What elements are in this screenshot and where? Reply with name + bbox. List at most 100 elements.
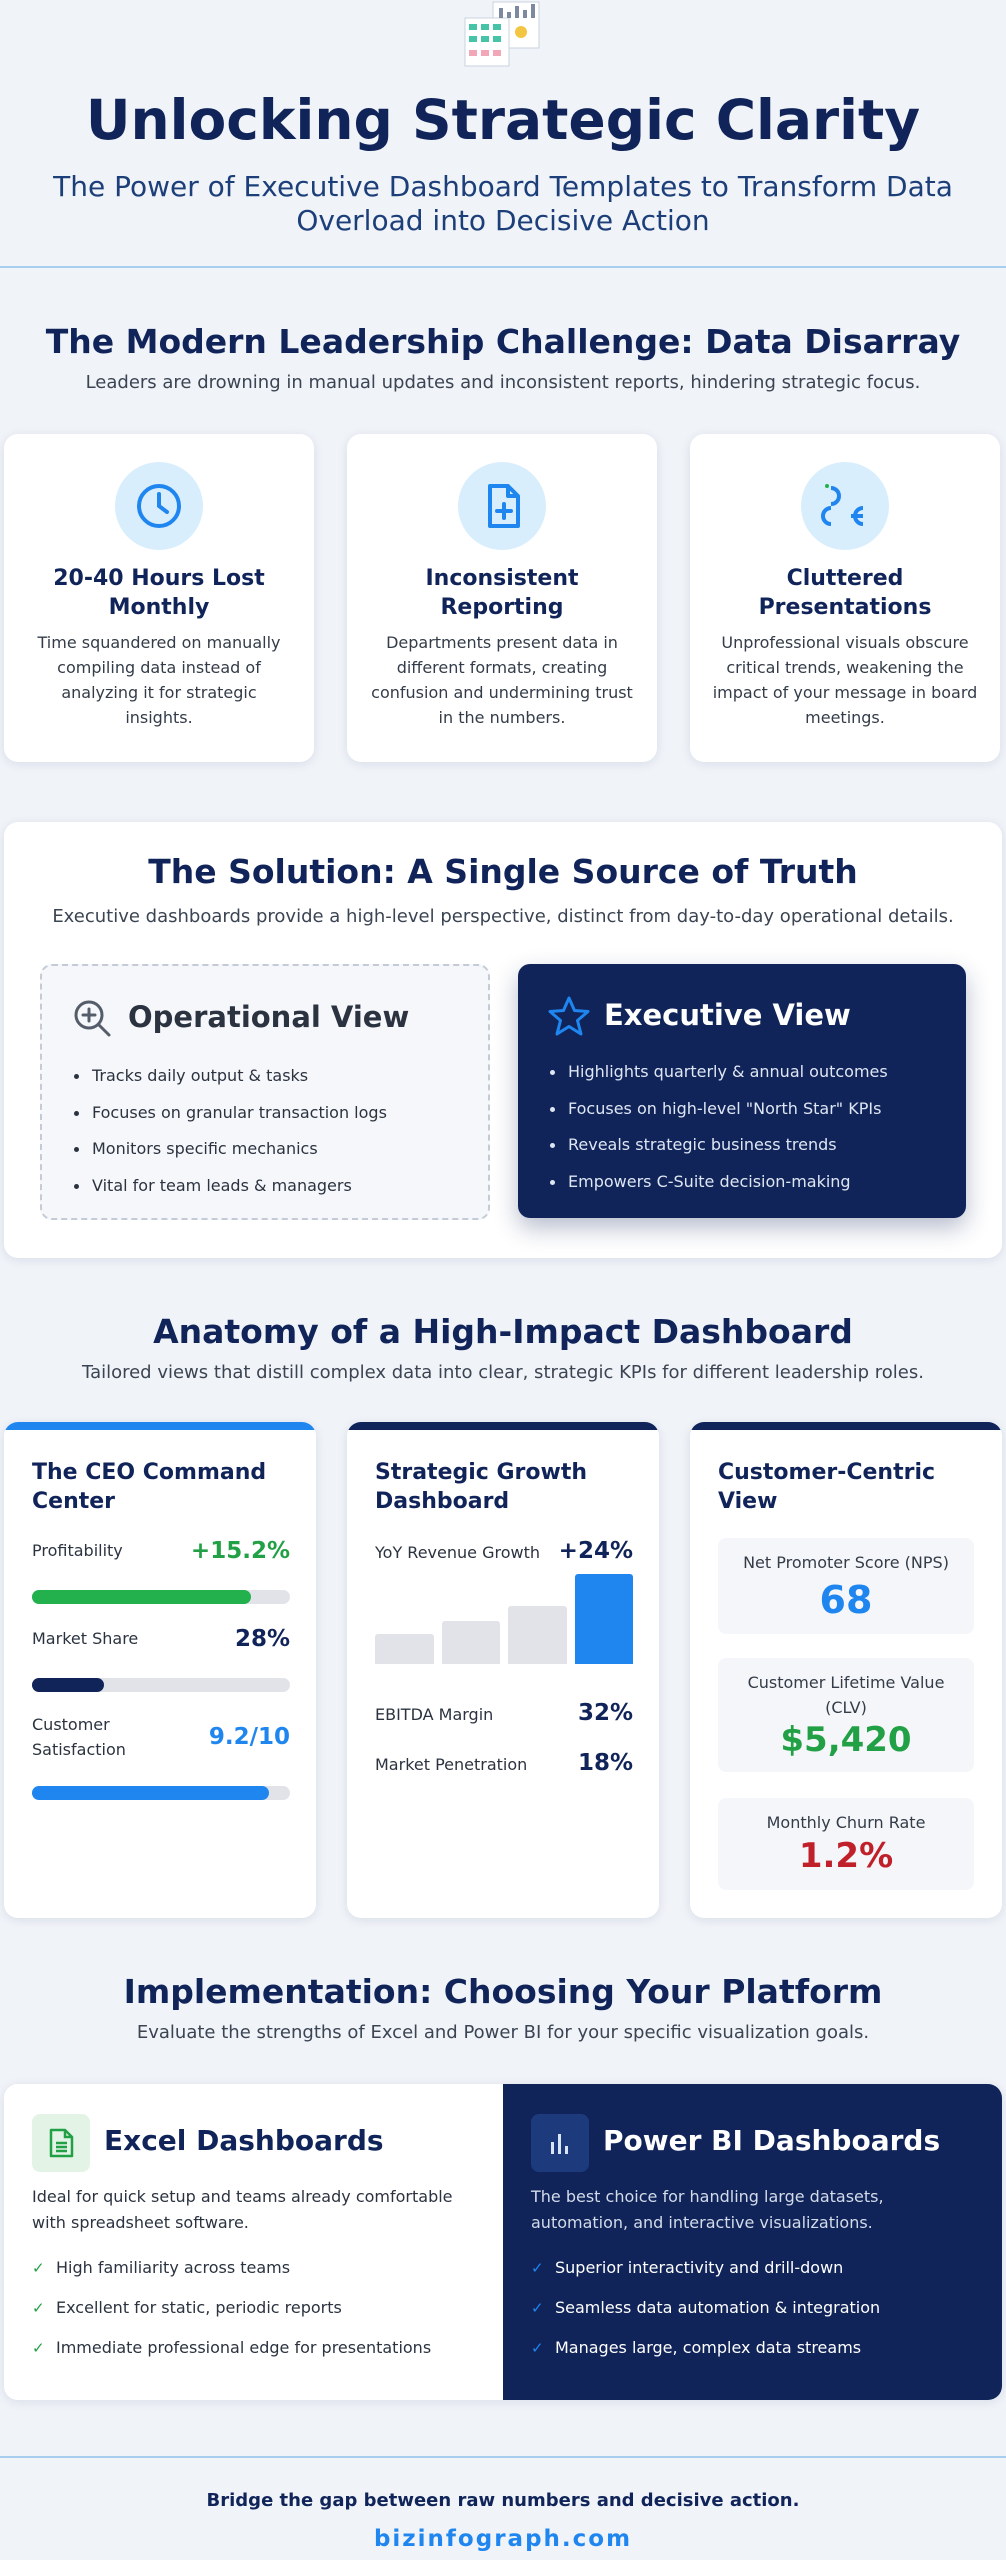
check-icon: ✓ (32, 2299, 45, 2317)
clock-icon (115, 462, 203, 550)
progress-fill (32, 1786, 270, 1800)
executive-list: Highlights quarterly & annual outcomes F… (550, 1062, 958, 1209)
operational-view-title: Operational View (128, 1000, 410, 1034)
kpi-value: $5,420 (780, 1720, 912, 1760)
metric-label: Profitability (32, 1541, 123, 1560)
progress-fill (32, 1678, 105, 1692)
card-accent-bar (347, 1422, 659, 1430)
star-icon (548, 996, 590, 1036)
progress-bar (32, 1590, 290, 1604)
footer-tagline: Bridge the gap between raw numbers and d… (206, 2490, 800, 2511)
platform-title: Implementation: Choosing Your Platform (123, 1972, 883, 2011)
metric-row: EBITDA Margin 32% (375, 1700, 633, 1740)
problem-card-hours-lost: 20-40 Hours Lost Monthly Time squandered… (4, 434, 314, 762)
solution-section: The Solution: A Single Source of Truth E… (4, 822, 1002, 1258)
problem-card-title: Inconsistent Reporting (425, 566, 579, 620)
kpi-label: Customer Lifetime Value (CLV) (747, 1673, 945, 1717)
metric-row: Market Share 28% (32, 1626, 290, 1666)
powerbi-panel: Power BI Dashboards The best choice for … (503, 2084, 1002, 2400)
metric-value: 18% (577, 1750, 633, 1776)
revenue-bar (574, 1574, 633, 1664)
revenue-bar (441, 1620, 500, 1664)
magnify-plus-icon (74, 1000, 111, 1037)
list-item-text: Excellent for static, periodic reports (56, 2298, 342, 2317)
powerbi-title: Power BI Dashboards (603, 2124, 941, 2157)
kpi-label: Monthly Churn Rate (766, 1813, 926, 1832)
problem-card-cluttered: Cluttered Presentations Unprofessional v… (690, 434, 1000, 762)
list-item: Empowers C-Suite decision-making (550, 1172, 958, 1209)
check-icon: ✓ (531, 2299, 544, 2317)
metric-row: YoY Revenue Growth +24% (375, 1538, 633, 1578)
revenue-bar-chart (375, 1574, 633, 1664)
list-item: ✓ Seamless data automation & integration (531, 2298, 981, 2338)
problem-card-text: Time squandered on manually compiling da… (37, 633, 281, 727)
kpi-label: Net Promoter Score (NPS) (743, 1553, 949, 1572)
kpi-box-clv: Customer Lifetime Value (CLV) $5,420 (718, 1658, 974, 1772)
page-title: Unlocking Strategic Clarity (85, 88, 921, 152)
check-icon: ✓ (531, 2339, 544, 2357)
list-item: Focuses on high-level "North Star" KPIs (550, 1099, 958, 1136)
executive-view-title: Executive View (604, 998, 851, 1032)
metric-value: +15.2% (190, 1538, 290, 1564)
list-item-text: Seamless data automation & integration (555, 2298, 881, 2317)
problem-card-inconsistent: Inconsistent Reporting Departments prese… (347, 434, 657, 762)
list-item-text: Manages large, complex data streams (555, 2338, 862, 2357)
problem-card-title: Cluttered Presentations (758, 566, 932, 620)
list-item: Focuses on granular transaction logs (74, 1103, 482, 1140)
list-item: ✓ Excellent for static, periodic reports (32, 2298, 482, 2338)
customer-dashboard-card: Customer-Centric View Net Promoter Score… (690, 1422, 1002, 1918)
bar-chart-icon (531, 2114, 589, 2172)
platform-comparison: Excel Dashboards Ideal for quick setup a… (4, 2084, 1002, 2400)
operational-list: Tracks daily output & tasks Focuses on g… (74, 1066, 482, 1213)
list-item: ✓ Manages large, complex data streams (531, 2338, 981, 2378)
list-item: ✓ Immediate professional edge for present… (32, 2338, 482, 2378)
broken-icon (801, 462, 889, 550)
excel-title: Excel Dashboards (104, 2124, 384, 2157)
metric-label: Market Penetration (375, 1755, 528, 1774)
kpi-value: 68 (819, 1578, 873, 1622)
platform-subtitle: Evaluate the strengths of Excel and Powe… (136, 2022, 870, 2043)
list-item: ✓ Superior interactivity and drill-down (531, 2258, 981, 2298)
kpi-value: 1.2% (798, 1836, 894, 1876)
problem-card-title: 20-40 Hours Lost Monthly (53, 566, 265, 620)
problem-card-text: Unprofessional visuals obscure critical … (712, 633, 978, 727)
list-item: Vital for team leads & managers (74, 1176, 482, 1213)
page-subtitle: The Power of Executive Dashboard Templat… (53, 170, 953, 237)
metric-value: 28% (234, 1626, 290, 1652)
list-item-text: Superior interactivity and drill-down (555, 2258, 844, 2277)
progress-bar (32, 1786, 290, 1800)
list-item: ✓ High familiarity across teams (32, 2258, 482, 2298)
progress-fill (32, 1590, 252, 1604)
footer-link[interactable]: bizinfograph.com (373, 2526, 633, 2552)
solution-title: The Solution: A Single Source of Truth (148, 852, 858, 891)
revenue-bar (508, 1606, 567, 1664)
challenge-subtitle: Leaders are drowning in manual updates a… (85, 372, 921, 393)
kpi-box-nps: Net Promoter Score (NPS) 68 (718, 1538, 974, 1634)
check-icon: ✓ (32, 2259, 45, 2277)
ceo-dashboard-card: The CEO Command Center Profitability +15… (4, 1422, 316, 1918)
solution-subtitle: Executive dashboards provide a high-leve… (52, 906, 954, 927)
excel-feature-list: ✓ High familiarity across teams ✓ Excellen… (32, 2258, 482, 2378)
metric-value: 32% (577, 1700, 633, 1726)
check-icon: ✓ (531, 2259, 544, 2277)
footer-divider (0, 2456, 1006, 2458)
card-title: Customer-Centric View (718, 1460, 936, 1514)
list-item-text: Immediate professional edge for presenta… (56, 2338, 432, 2357)
card-accent-bar (690, 1422, 1002, 1430)
problem-card-text: Departments present data in different fo… (371, 633, 633, 727)
list-item-text: High familiarity across teams (56, 2258, 291, 2277)
metric-value: 9.2/10 (208, 1724, 290, 1750)
powerbi-feature-list: ✓ Superior interactivity and drill-down ✓… (531, 2258, 981, 2378)
list-item: Reveals strategic business trends (550, 1135, 958, 1172)
kpi-box-churn: Monthly Churn Rate 1.2% (718, 1798, 974, 1890)
revenue-bar (375, 1634, 434, 1664)
anatomy-title: Anatomy of a High-Impact Dashboard (153, 1312, 853, 1351)
spreadsheet-icon (32, 2114, 90, 2172)
list-item: Tracks daily output & tasks (74, 1066, 482, 1103)
metric-value: +24% (558, 1538, 633, 1564)
metric-row: Customer Satisfaction 9.2/10 (32, 1712, 290, 1768)
anatomy-subtitle: Tailored views that distill complex data… (82, 1362, 924, 1383)
excel-panel: Excel Dashboards Ideal for quick setup a… (4, 2084, 503, 2400)
card-title: The CEO Command Center (32, 1460, 267, 1514)
check-icon: ✓ (32, 2339, 45, 2357)
